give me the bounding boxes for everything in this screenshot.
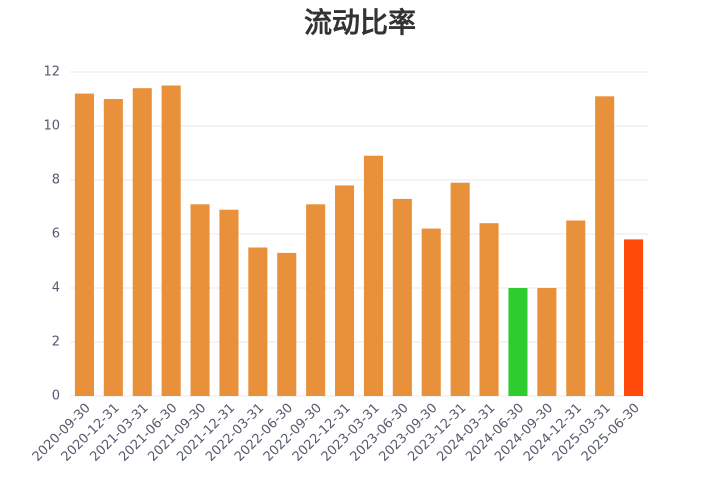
y-tick-label: 10 (43, 119, 60, 134)
bar (363, 155, 383, 396)
bar (335, 185, 355, 396)
bar (132, 88, 152, 396)
bar (392, 198, 412, 396)
chart-title: 流动比率 (304, 6, 416, 39)
bar (190, 204, 210, 396)
bar (508, 288, 528, 396)
bar (277, 252, 297, 396)
bar (624, 239, 644, 396)
bar (248, 247, 268, 396)
y-tick-label: 12 (43, 65, 60, 80)
bar (537, 288, 557, 396)
bar (421, 228, 441, 396)
y-tick-label: 0 (52, 389, 60, 404)
bar (450, 182, 470, 396)
y-tick-label: 6 (52, 227, 60, 242)
y-tick-label: 2 (52, 335, 60, 350)
bar (306, 204, 326, 396)
bar (219, 209, 239, 396)
bar (161, 85, 181, 396)
bar (103, 99, 123, 396)
y-tick-label: 8 (52, 173, 60, 188)
y-tick-label: 4 (52, 281, 60, 296)
bar (566, 220, 586, 396)
bar (74, 93, 94, 396)
bar (595, 96, 615, 397)
bar (479, 223, 499, 396)
